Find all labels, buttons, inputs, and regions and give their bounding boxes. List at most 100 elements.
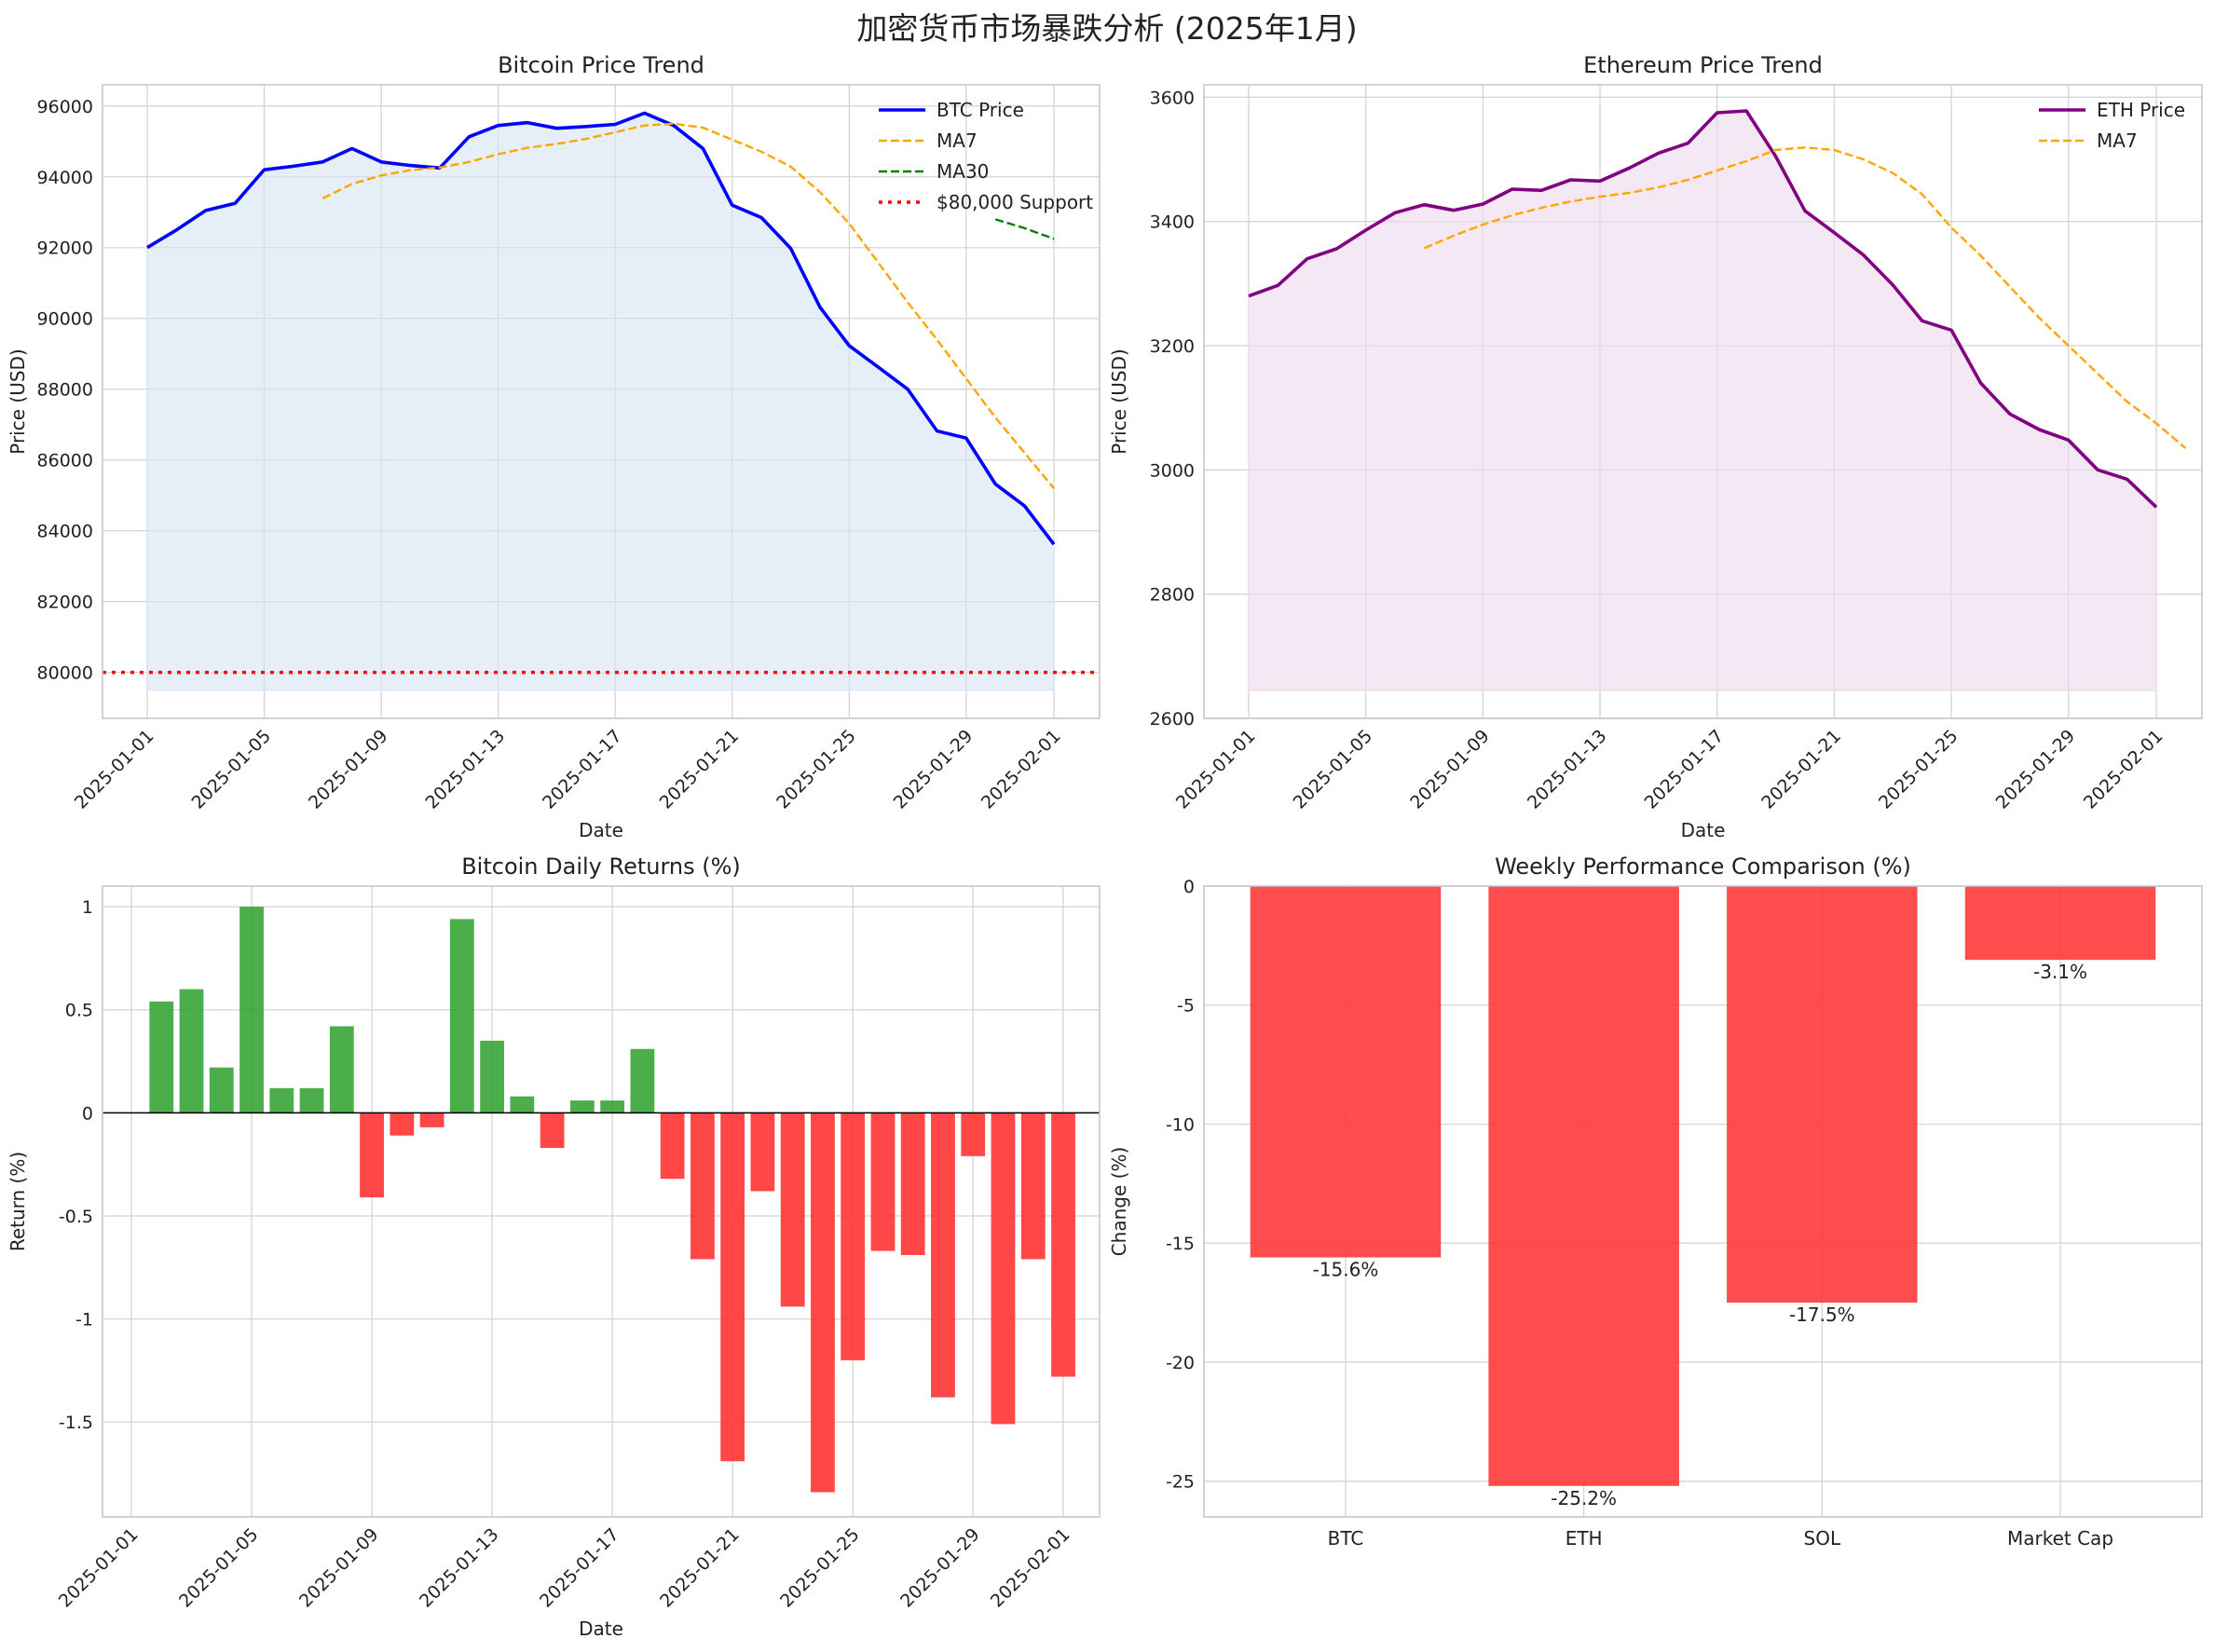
y-tick-label: 82000 <box>37 593 93 613</box>
chart-title: Ethereum Price Trend <box>1583 52 1823 78</box>
y-tick-label: 3600 <box>1150 88 1195 108</box>
x-tick-label: 2025-01-09 <box>1406 726 1494 813</box>
bar-value-label: -15.6% <box>1313 1259 1379 1281</box>
axes-frame <box>102 885 1101 1518</box>
x-tick-label: 2025-02-01 <box>987 1524 1074 1612</box>
y-tick-label: 92000 <box>37 239 93 259</box>
performance-bar <box>1964 886 2156 961</box>
return-bar <box>900 1113 925 1256</box>
return-bar <box>630 1048 655 1113</box>
y-axis-label: Price (USD) <box>1108 348 1130 455</box>
y-tick-label: 88000 <box>37 380 93 401</box>
y-tick-label: -5 <box>1177 996 1195 1017</box>
performance-bar <box>1250 886 1442 1258</box>
eth-price-chart: Ethereum Price Trend 2600 2800 3000 3200 3400… <box>1108 52 2203 841</box>
legend-label: ETH Price <box>2097 99 2185 121</box>
y-tick-label: -0.5 <box>59 1207 93 1227</box>
y-tick-label: 90000 <box>37 309 93 330</box>
return-bar <box>720 1113 745 1462</box>
y-tick-label: 96000 <box>37 97 93 117</box>
return-bar <box>750 1113 775 1192</box>
x-tick-label: Market Cap <box>2007 1527 2113 1550</box>
x-axis-label: Date <box>1681 819 1726 841</box>
y-tick-label: 0 <box>1183 877 1195 897</box>
ma30-line <box>994 218 1055 240</box>
return-bar <box>780 1113 805 1307</box>
return-bar <box>540 1113 565 1148</box>
legend-label: $80,000 Support <box>937 191 1093 213</box>
performance-bar <box>1488 886 1679 1486</box>
return-bar <box>299 1087 324 1113</box>
x-tick-label: 2025-01-05 <box>175 1524 263 1612</box>
return-bar <box>841 1113 866 1360</box>
x-tick-label: 2025-01-01 <box>71 726 158 813</box>
x-tick-label: 2025-01-13 <box>1524 726 1611 813</box>
x-tick-label: 2025-01-17 <box>539 726 626 813</box>
return-bar <box>239 907 264 1113</box>
y-tick-label: 84000 <box>37 522 93 542</box>
y-axis-label: Return (%) <box>7 1152 29 1251</box>
x-tick-label: 2025-01-17 <box>1641 726 1729 813</box>
return-bar <box>179 989 204 1113</box>
legend-label: BTC Price <box>937 99 1024 121</box>
y-tick-label: 0 <box>82 1103 93 1124</box>
btc-price-chart: Bitcoin Price Trend 80000 82000 84000 86000 8… <box>7 52 1101 841</box>
legend: ETH Price MA7 <box>2039 99 2185 152</box>
y-tick-label: -1 <box>75 1310 93 1331</box>
return-bar <box>931 1113 955 1398</box>
axes-frame <box>1203 84 2203 719</box>
return-bar <box>480 1040 504 1113</box>
return-bar <box>811 1113 835 1493</box>
return-bar <box>660 1113 685 1180</box>
weekly-performance-chart: Weekly Performance Comparison (%) 0 -5 -10 -… <box>1108 853 2203 1550</box>
return-bar <box>1020 1113 1046 1260</box>
y-tick-label: 3400 <box>1150 212 1195 233</box>
y-tick-label: -15 <box>1166 1234 1195 1254</box>
return-bar <box>269 1087 294 1113</box>
y-tick-label: 94000 <box>37 168 93 188</box>
x-tick-label: 2025-01-21 <box>1757 726 1845 813</box>
x-tick-label: 2025-01-29 <box>896 1524 984 1612</box>
x-tick-label: 2025-01-21 <box>656 726 744 813</box>
btc-daily-returns-chart: Bitcoin Daily Returns (%) -1.5 -1 -0.5 0 0.5 1… <box>7 853 1101 1640</box>
chart-title: Bitcoin Daily Returns (%) <box>461 853 741 880</box>
y-axis-label: Change (%) <box>1108 1147 1130 1257</box>
axes-frame <box>1203 885 2203 1518</box>
legend: BTC Price MA7 MA30 $80,000 Support <box>879 99 1093 213</box>
return-bar <box>419 1113 444 1127</box>
return-bar <box>329 1026 354 1113</box>
performance-bar <box>1727 886 1918 1304</box>
return-bar <box>449 919 474 1113</box>
x-tick-label: 2025-01-21 <box>656 1524 744 1612</box>
x-tick-label: 2025-01-05 <box>187 726 275 813</box>
legend-label: MA7 <box>937 130 978 152</box>
return-bar <box>209 1067 234 1113</box>
bar-value-label: -3.1% <box>2033 961 2087 983</box>
x-tick-label: 2025-01-13 <box>422 726 510 813</box>
y-tick-label: 86000 <box>37 451 93 471</box>
y-tick-label: 2600 <box>1150 709 1195 730</box>
x-tick-label: BTC <box>1328 1527 1364 1550</box>
figure-title: 加密货币市场暴跌分析 (2025年1月) <box>856 10 1357 47</box>
return-bar <box>870 1113 896 1251</box>
y-tick-label: 2800 <box>1150 585 1195 606</box>
x-tick-label: 2025-01-29 <box>1992 726 2080 813</box>
y-tick-label: 3200 <box>1150 336 1195 357</box>
legend-label: MA7 <box>2097 130 2138 152</box>
y-tick-label: 0.5 <box>65 1001 93 1021</box>
axes-frame <box>102 84 1101 719</box>
bar-value-label: -25.2% <box>1551 1487 1617 1509</box>
y-tick-label: -20 <box>1166 1353 1195 1373</box>
x-tick-label: 2025-01-01 <box>55 1524 143 1612</box>
x-tick-label: 2025-01-01 <box>1172 726 1260 813</box>
x-tick-label: 2025-01-25 <box>773 726 860 813</box>
price-area-fill <box>1248 110 2157 691</box>
eth-price-line <box>1248 109 2158 509</box>
x-tick-label: SOL <box>1804 1527 1841 1550</box>
x-tick-label: 2025-01-17 <box>536 1524 623 1612</box>
y-tick-label: 3000 <box>1150 460 1195 481</box>
return-bar <box>569 1100 595 1113</box>
return-bar <box>510 1096 535 1113</box>
y-axis-label: Price (USD) <box>7 348 29 455</box>
